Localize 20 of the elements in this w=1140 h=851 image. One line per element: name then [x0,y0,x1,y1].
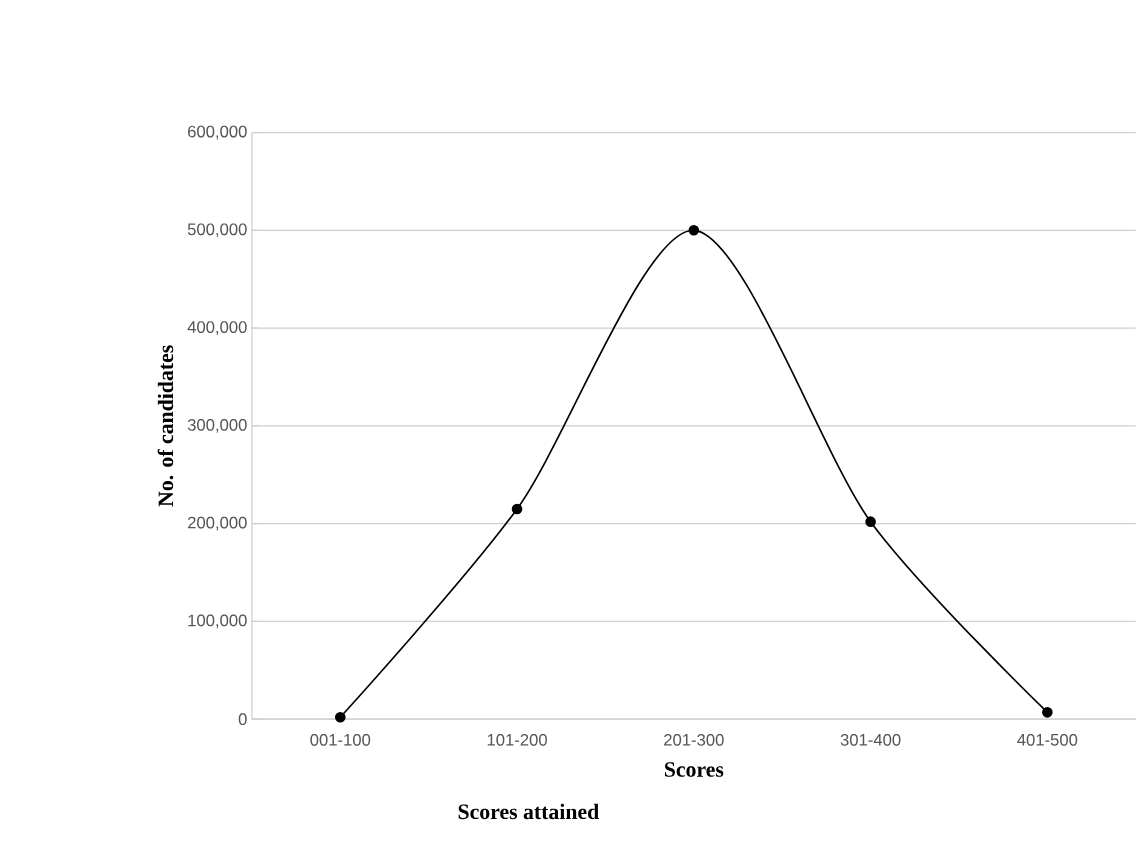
point [511,503,523,515]
x-tick-label: 001-100 [310,733,371,746]
point [1042,706,1053,718]
y-tick-label: 300,000 [187,418,247,433]
y-tick-label: 0 [238,713,247,725]
y-tick-label: 400,000 [187,321,247,335]
text: Scores attained [458,803,600,820]
point [688,224,700,236]
x-tick-label: 201-300 [664,733,724,746]
point [865,516,876,527]
y-tick-label: 500,000 [187,223,247,238]
x-tick-label: 401-500 [1017,733,1078,746]
y-axis-title: No. of candidates [157,345,174,507]
x-tick-label: 301-400 [840,733,901,746]
x-tick-label: 101-200 [487,733,547,746]
y-tick-label: 600,000 [188,125,247,140]
point [334,711,346,723]
y-tick-label: 200,000 [188,516,247,531]
y-tick-label: 100,000 [188,614,247,629]
x-axis-title: Scores [664,762,724,777]
